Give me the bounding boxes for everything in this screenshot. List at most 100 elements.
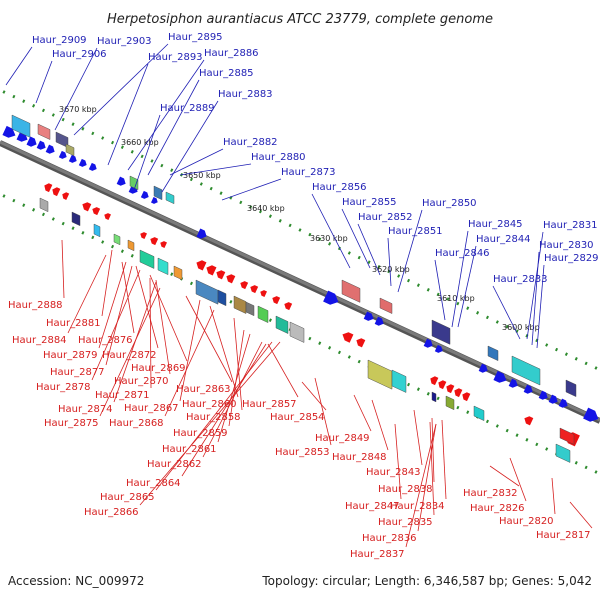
forward-gene-arrow bbox=[478, 363, 488, 373]
reverse-leader-line bbox=[149, 274, 188, 362]
reverse-gene-label: Haur_2835 bbox=[378, 517, 433, 528]
forward-gene-label: Haur_2906 bbox=[52, 49, 107, 60]
feature-block bbox=[555, 443, 571, 463]
reverse-gene-arrow bbox=[140, 232, 147, 239]
reverse-leader-line bbox=[185, 295, 233, 383]
outer-tick-mark bbox=[249, 205, 253, 209]
reverse-gene-label: Haur_2861 bbox=[162, 444, 217, 455]
tick-layer: 3670 kbp 3660 kbp 3650 kbp 3640 kbp 3630 kbp… bbox=[2, 90, 598, 474]
reverse-gene-label: Haur_2836 bbox=[362, 533, 417, 544]
reverse-gene-label: Haur_2848 bbox=[332, 452, 387, 463]
reverse-gene-label: Haur_2875 bbox=[44, 418, 99, 429]
reverse-gene-arrow bbox=[454, 388, 463, 398]
outer-tick-mark bbox=[574, 357, 578, 361]
forward-gene-label: Haur_2852 bbox=[358, 212, 413, 223]
reverse-gene-label: Haur_2865 bbox=[100, 492, 155, 503]
outer-tick-mark bbox=[209, 186, 213, 191]
forward-gene-label: Haur_2883 bbox=[218, 89, 273, 100]
outer-tick-mark bbox=[278, 219, 282, 223]
reverse-leader-line bbox=[405, 423, 437, 548]
reverse-gene-label: Haur_2860 bbox=[182, 399, 237, 410]
reverse-gene-arrow bbox=[356, 338, 366, 348]
forward-gene-arrow bbox=[45, 144, 55, 154]
reverse-leader-line bbox=[429, 421, 435, 516]
kbp-tick-label: 3600 kbp bbox=[502, 323, 540, 332]
reverse-gene-label: Haur_2857 bbox=[242, 399, 297, 410]
forward-gene-arrow bbox=[374, 316, 384, 326]
feature-block bbox=[195, 279, 219, 305]
forward-leader-line bbox=[107, 63, 149, 166]
forward-gene-label: Haur_2855 bbox=[342, 197, 397, 208]
feature-block bbox=[367, 359, 393, 390]
reverse-gene-arrow bbox=[52, 187, 61, 197]
feature-block bbox=[217, 289, 227, 307]
reverse-gene-label: Haur_2881 bbox=[46, 318, 101, 329]
outer-tick-mark bbox=[456, 301, 460, 306]
reverse-gene-label: Haur_2853 bbox=[275, 447, 330, 458]
inner-tick-mark bbox=[189, 281, 194, 286]
reverse-gene-arrow bbox=[250, 285, 259, 294]
forward-gene-label: Haur_2833 bbox=[493, 274, 548, 285]
feature-block bbox=[379, 297, 393, 314]
reverse-leader-line bbox=[155, 279, 171, 375]
feature-block bbox=[157, 257, 169, 275]
outer-tick-mark bbox=[466, 306, 470, 310]
inner-tick-mark bbox=[51, 217, 55, 221]
gene-label-layer: Haur_2909 Haur_2906 Haur_2903 Haur_2895 Haur… bbox=[5, 32, 599, 560]
forward-gene-label: Haur_2903 bbox=[97, 36, 152, 47]
reverse-leader-line bbox=[99, 287, 161, 417]
outer-tick-mark bbox=[406, 278, 411, 283]
feature-block bbox=[487, 345, 499, 361]
outer-tick-mark bbox=[120, 145, 124, 149]
outer-tick-mark bbox=[564, 352, 568, 356]
reverse-leader-line bbox=[314, 377, 332, 446]
reverse-gene-arrow bbox=[260, 290, 267, 297]
inner-tick-mark bbox=[456, 405, 460, 410]
feature-block bbox=[233, 295, 247, 314]
outer-tick-mark bbox=[426, 288, 430, 292]
reverse-gene-label: Haur_2843 bbox=[366, 467, 421, 478]
outer-tick-mark bbox=[41, 108, 46, 113]
forward-leader-line bbox=[35, 60, 53, 104]
reverse-gene-arrow bbox=[272, 296, 281, 305]
reverse-gene-label: Haur_2877 bbox=[50, 367, 105, 378]
forward-gene-label: Haur_2856 bbox=[312, 182, 367, 193]
forward-gene-arrow bbox=[58, 150, 67, 159]
kbp-tick-label: 3670 kbp bbox=[59, 105, 97, 114]
forward-gene-label: Haur_2880 bbox=[251, 152, 306, 163]
forward-gene-label: Haur_2893 bbox=[148, 52, 203, 63]
feature-block bbox=[565, 379, 577, 397]
kbp-tick-label: 3660 kbp bbox=[121, 138, 159, 147]
forward-gene-label: Haur_2895 bbox=[168, 32, 223, 43]
feature-block bbox=[129, 175, 139, 191]
reverse-leader-line bbox=[371, 399, 389, 451]
forward-gene-label: Haur_2882 bbox=[223, 137, 278, 148]
forward-leader-line bbox=[492, 285, 521, 340]
inner-tick-mark bbox=[416, 387, 420, 391]
reverse-leader-line bbox=[301, 381, 327, 411]
reverse-leader-line bbox=[233, 317, 243, 411]
forward-gene-arrow bbox=[493, 370, 507, 383]
forward-gene-arrow bbox=[423, 338, 433, 348]
reverse-gene-label: Haur_2869 bbox=[131, 363, 186, 374]
reverse-gene-arrow bbox=[44, 183, 53, 193]
outer-tick-mark bbox=[328, 242, 332, 246]
forward-gene-label: Haur_2850 bbox=[422, 198, 477, 209]
outer-tick-mark bbox=[485, 315, 490, 320]
inner-tick-mark bbox=[130, 254, 134, 258]
outer-tick-mark bbox=[101, 136, 105, 140]
kbp-tick-label: 3640 kbp bbox=[247, 204, 285, 213]
reverse-gene-arrow bbox=[462, 392, 471, 402]
reverse-leader-line bbox=[139, 341, 281, 506]
reverse-leader-line bbox=[394, 423, 402, 500]
inner-tick-mark bbox=[436, 396, 440, 401]
outer-tick-mark bbox=[61, 117, 65, 122]
feature-block bbox=[93, 223, 101, 238]
forward-leader-line bbox=[169, 148, 224, 176]
forward-gene-label: Haur_2829 bbox=[544, 253, 599, 264]
inner-tick-mark bbox=[337, 350, 342, 355]
forward-leader-line bbox=[147, 79, 200, 176]
reverse-gene-arrow bbox=[62, 192, 70, 200]
topology-info-text: Topology: circular; Length: 6,346,587 bp… bbox=[261, 574, 592, 588]
inner-tick-mark bbox=[12, 198, 16, 203]
